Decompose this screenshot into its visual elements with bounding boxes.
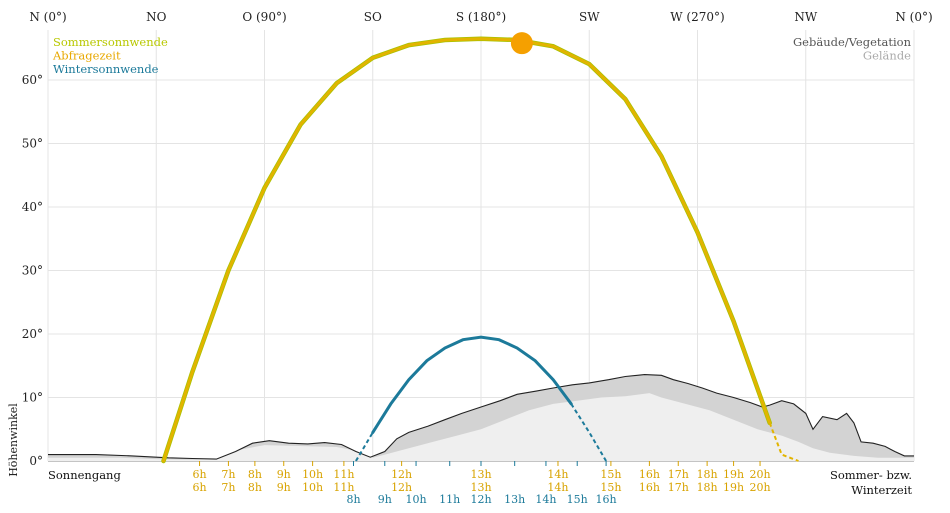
winter-hour-label-3: 11h: [439, 493, 460, 506]
gelaende-area: [48, 393, 914, 461]
y-tick-label-3: 30°: [22, 264, 43, 278]
winter-curve: [371, 335, 573, 434]
winter-hour-label-7: 15h: [567, 493, 588, 506]
legend-right-entry-0: Gebäude/Vegetation: [793, 35, 912, 49]
terrain-layer: [48, 374, 914, 461]
legend-entry-2: Wintersonnwende: [53, 62, 159, 76]
direction-label-6: W (270°): [670, 10, 724, 24]
summer-hour-label-2: 8h: [248, 468, 262, 481]
direction-label-3: SO: [364, 10, 382, 24]
y-axis-labels: 0° 10° 20° 30° 40° 50° 60°: [22, 73, 43, 468]
y-tick-label-0: 0°: [29, 454, 43, 468]
summer-hour-label-11: 17h: [668, 468, 689, 481]
direction-label-0: N (0°): [29, 10, 66, 24]
summer-hour-label-6: 12h: [391, 468, 412, 481]
summer-hour-label-3: 9h: [277, 468, 291, 481]
direction-labels: N (0°) NO O (90°) SO S (180°) SW W (270°) NW N (…: [29, 10, 932, 24]
summer-hour-label-4: 10h: [302, 468, 323, 481]
legend-entry-0: Sommersonnwende: [53, 35, 168, 49]
y-axis-title: Höhenwinkel: [7, 403, 20, 477]
legend-right-entry-1: Gelände: [863, 49, 911, 63]
sun-curves: [161, 32, 799, 464]
winter-hour-label-6: 14h: [535, 493, 556, 506]
summer-hour-label-14: 20h: [749, 468, 770, 481]
annotation-zeit-line2: Winterzeit: [851, 483, 912, 497]
hour-labels: 6h 7h 8h 9h 10h 11h 12h 13h 14h 15h 16h 17h 18h 19h 20…: [193, 461, 771, 506]
direction-label-8: N (0°): [895, 10, 932, 24]
query-hour-label-13: 19h: [723, 481, 744, 494]
winter-hour-label-5: 13h: [504, 493, 525, 506]
sun-position-marker: [510, 32, 533, 55]
query-hour-label-8: 14h: [547, 481, 568, 494]
summer-hour-label-5: 11h: [333, 468, 354, 481]
gebaeude-outline: [48, 374, 914, 460]
query-hour-label-3: 9h: [277, 481, 291, 494]
winter-hour-label-8: 16h: [596, 493, 617, 506]
winter-hour-label-0: 8h: [346, 493, 360, 506]
summer-hour-label-7: 13h: [470, 468, 491, 481]
y-tick-label-4: 40°: [22, 200, 43, 214]
annotation-sonnengang: Sonnengang: [48, 468, 121, 482]
direction-label-5: SW: [579, 10, 600, 24]
y-tick-label-5: 50°: [22, 137, 43, 151]
query-hour-label-12: 18h: [697, 481, 718, 494]
query-hour-label-1: 7h: [221, 481, 235, 494]
summer-hour-label-8: 14h: [547, 468, 568, 481]
grid-lines: [47, 30, 915, 462]
direction-label-7: NW: [794, 10, 818, 24]
query-hour-label-4: 10h: [302, 481, 323, 494]
query-hour-label-5: 11h: [333, 481, 354, 494]
summer-hour-label-0: 6h: [193, 468, 207, 481]
summer-hour-label-9: 15h: [600, 468, 621, 481]
query-hour-label-6: 12h: [391, 481, 412, 494]
y-tick-label-6: 60°: [22, 73, 43, 87]
annotation-zeit-line1: Sommer- bzw.: [830, 468, 912, 482]
query-hour-label-10: 16h: [639, 481, 660, 494]
summer-hour-label-13: 19h: [723, 468, 744, 481]
summer-hour-label-12: 18h: [697, 468, 718, 481]
legend: SommersonnwendeAbfragezeitWintersonnwend…: [52, 35, 912, 76]
summer-curve: [162, 37, 772, 463]
query-hour-label-7: 13h: [470, 481, 491, 494]
summer-hour-label-1: 7h: [221, 468, 235, 481]
query-hour-label-11: 17h: [668, 481, 689, 494]
winter-hour-label-4: 12h: [470, 493, 491, 506]
direction-label-1: NO: [146, 10, 167, 24]
winter-hour-label-1: 9h: [378, 493, 392, 506]
query-hour-label-9: 15h: [600, 481, 621, 494]
direction-label-4: S (180°): [456, 10, 506, 24]
summer-hour-label-10: 16h: [639, 468, 660, 481]
query-hour-label-0: 6h: [193, 481, 207, 494]
direction-label-2: O (90°): [242, 10, 286, 24]
winter-curve-dashed-start: [355, 431, 374, 462]
query-hour-label-2: 8h: [248, 481, 262, 494]
winter-hour-label-2: 10h: [406, 493, 427, 506]
summer-curve-dashed: [768, 422, 799, 462]
y-tick-label-1: 10°: [22, 391, 43, 405]
query-hour-label-14: 20h: [749, 481, 770, 494]
y-tick-label-2: 20°: [22, 327, 43, 341]
legend-entry-1: Abfragezeit: [52, 49, 121, 63]
